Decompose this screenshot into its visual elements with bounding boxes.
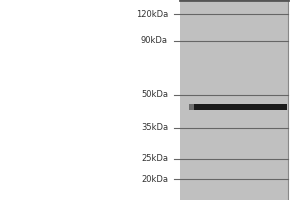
Text: 50kDa: 50kDa — [141, 90, 168, 99]
Text: 25kDa: 25kDa — [141, 154, 168, 163]
Text: 20kDa: 20kDa — [141, 175, 168, 184]
Text: 90kDa: 90kDa — [141, 36, 168, 45]
Text: 35kDa: 35kDa — [141, 123, 168, 132]
Bar — [189, 104, 286, 110]
Text: 120kDa: 120kDa — [136, 10, 168, 19]
Bar — [180, 0, 288, 200]
Bar — [189, 104, 194, 110]
